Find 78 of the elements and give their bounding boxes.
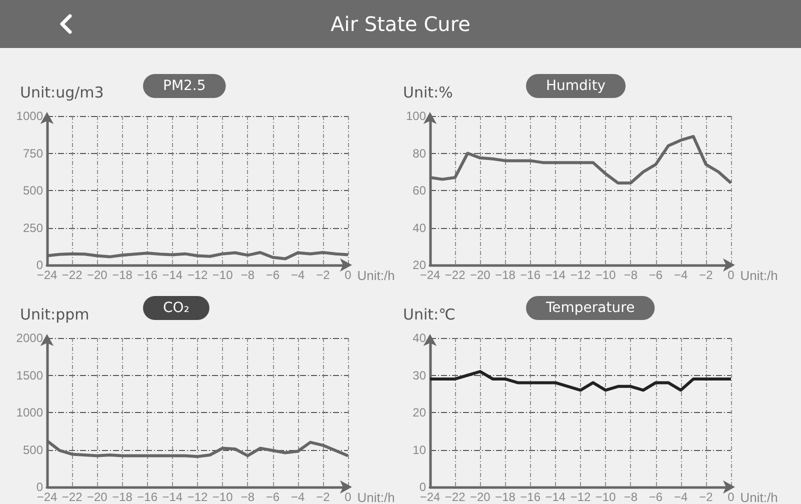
x-tick-label: −14 — [162, 490, 183, 504]
x-tick-label: −22 — [62, 268, 83, 282]
y-tick-label: 250 — [22, 220, 44, 235]
y-tick-label: 20 — [412, 406, 426, 420]
x-tick-label: −10 — [212, 490, 234, 504]
chart-title: CO₂ — [163, 300, 190, 316]
x-tick-label: −6 — [266, 490, 280, 504]
x-tick-label: −8 — [240, 490, 255, 504]
x-tick-label: −10 — [595, 490, 616, 504]
x-tick-label: −2 — [699, 268, 714, 282]
chart-title: PM2.5 — [163, 78, 206, 94]
x-tick-label: −4 — [290, 490, 305, 504]
y-axis-title: Unit:ug/m3 — [20, 84, 104, 102]
x-tick-label: −18 — [112, 490, 133, 504]
x-tick-label: −16 — [137, 268, 158, 282]
x-tick-label: −18 — [112, 268, 133, 282]
x-tick-label: −22 — [444, 490, 466, 504]
x-tick-label: −16 — [137, 490, 158, 504]
x-tick-label: −4 — [674, 490, 688, 504]
x-axis-title: Unit:/h — [740, 490, 778, 504]
x-tick-label: 0 — [728, 268, 735, 282]
y-tick-label: 500 — [22, 184, 44, 198]
chart-title: Humdity — [546, 78, 606, 94]
x-tick-label: −14 — [545, 490, 566, 504]
y-tick-label: 40 — [412, 331, 426, 345]
x-tick-label: 0 — [344, 268, 352, 282]
x-tick-label: −12 — [187, 268, 208, 282]
y-tick-label: 40 — [412, 220, 426, 235]
x-tick-label: −6 — [648, 490, 663, 504]
x-tick-label: −20 — [86, 490, 108, 504]
x-tick-label: −16 — [520, 268, 541, 282]
x-tick-label: 0 — [344, 490, 352, 504]
x-tick-label: −6 — [266, 268, 280, 282]
y-tick-label: 80 — [412, 146, 426, 160]
x-tick-label: −4 — [674, 268, 688, 282]
y-tick-label: 750 — [22, 146, 44, 160]
y-tick-label: 500 — [22, 442, 44, 457]
x-tick-label: −14 — [162, 268, 183, 282]
y-tick-label: 100 — [406, 109, 426, 123]
y-tick-label: 2000 — [16, 331, 44, 345]
x-tick-label: −2 — [699, 490, 714, 504]
x-tick-label: −2 — [316, 268, 330, 282]
x-tick-label: −12 — [570, 268, 591, 282]
y-tick-label: 1000 — [16, 109, 44, 123]
y-tick-label: 1000 — [16, 406, 44, 420]
x-tick-label: −10 — [595, 268, 616, 282]
y-tick-label: 30 — [412, 368, 426, 382]
x-tick-label: −12 — [187, 490, 208, 504]
x-axis-title: Unit:/h — [357, 490, 395, 504]
x-tick-label: −14 — [545, 268, 566, 282]
x-tick-label: −18 — [495, 490, 516, 504]
x-tick-label: −20 — [470, 268, 491, 282]
x-tick-label: 0 — [728, 490, 735, 504]
y-tick-label: 10 — [412, 442, 426, 457]
x-tick-label: −20 — [470, 490, 491, 504]
x-tick-label: −6 — [648, 268, 663, 282]
x-axis-title: Unit:/h — [357, 268, 395, 283]
y-tick-label: 1500 — [16, 368, 44, 382]
text: Air State Cure — [0, 0, 801, 48]
x-tick-label: −4 — [290, 268, 305, 282]
y-axis-title: Unit:ppm — [20, 306, 90, 324]
x-tick-label: −22 — [62, 490, 83, 504]
x-axis-title: Unit:/h — [740, 268, 778, 283]
x-tick-label: −22 — [444, 268, 466, 282]
line-series — [428, 370, 732, 392]
x-tick-label: −8 — [624, 268, 638, 282]
y-axis-title: Unit:℃ — [403, 306, 456, 324]
x-tick-label: −20 — [86, 268, 108, 282]
x-tick-label: −18 — [495, 268, 516, 282]
x-tick-label: −12 — [570, 490, 591, 504]
x-tick-label: −8 — [240, 268, 255, 282]
x-tick-label: −16 — [520, 490, 541, 504]
chart-title: Temperature — [545, 300, 635, 316]
y-axis-title: Unit:% — [403, 84, 453, 102]
x-tick-label: −2 — [316, 490, 330, 504]
x-tick-label: −10 — [212, 268, 234, 282]
y-tick-label: 60 — [412, 184, 426, 198]
x-tick-label: −8 — [624, 490, 638, 504]
